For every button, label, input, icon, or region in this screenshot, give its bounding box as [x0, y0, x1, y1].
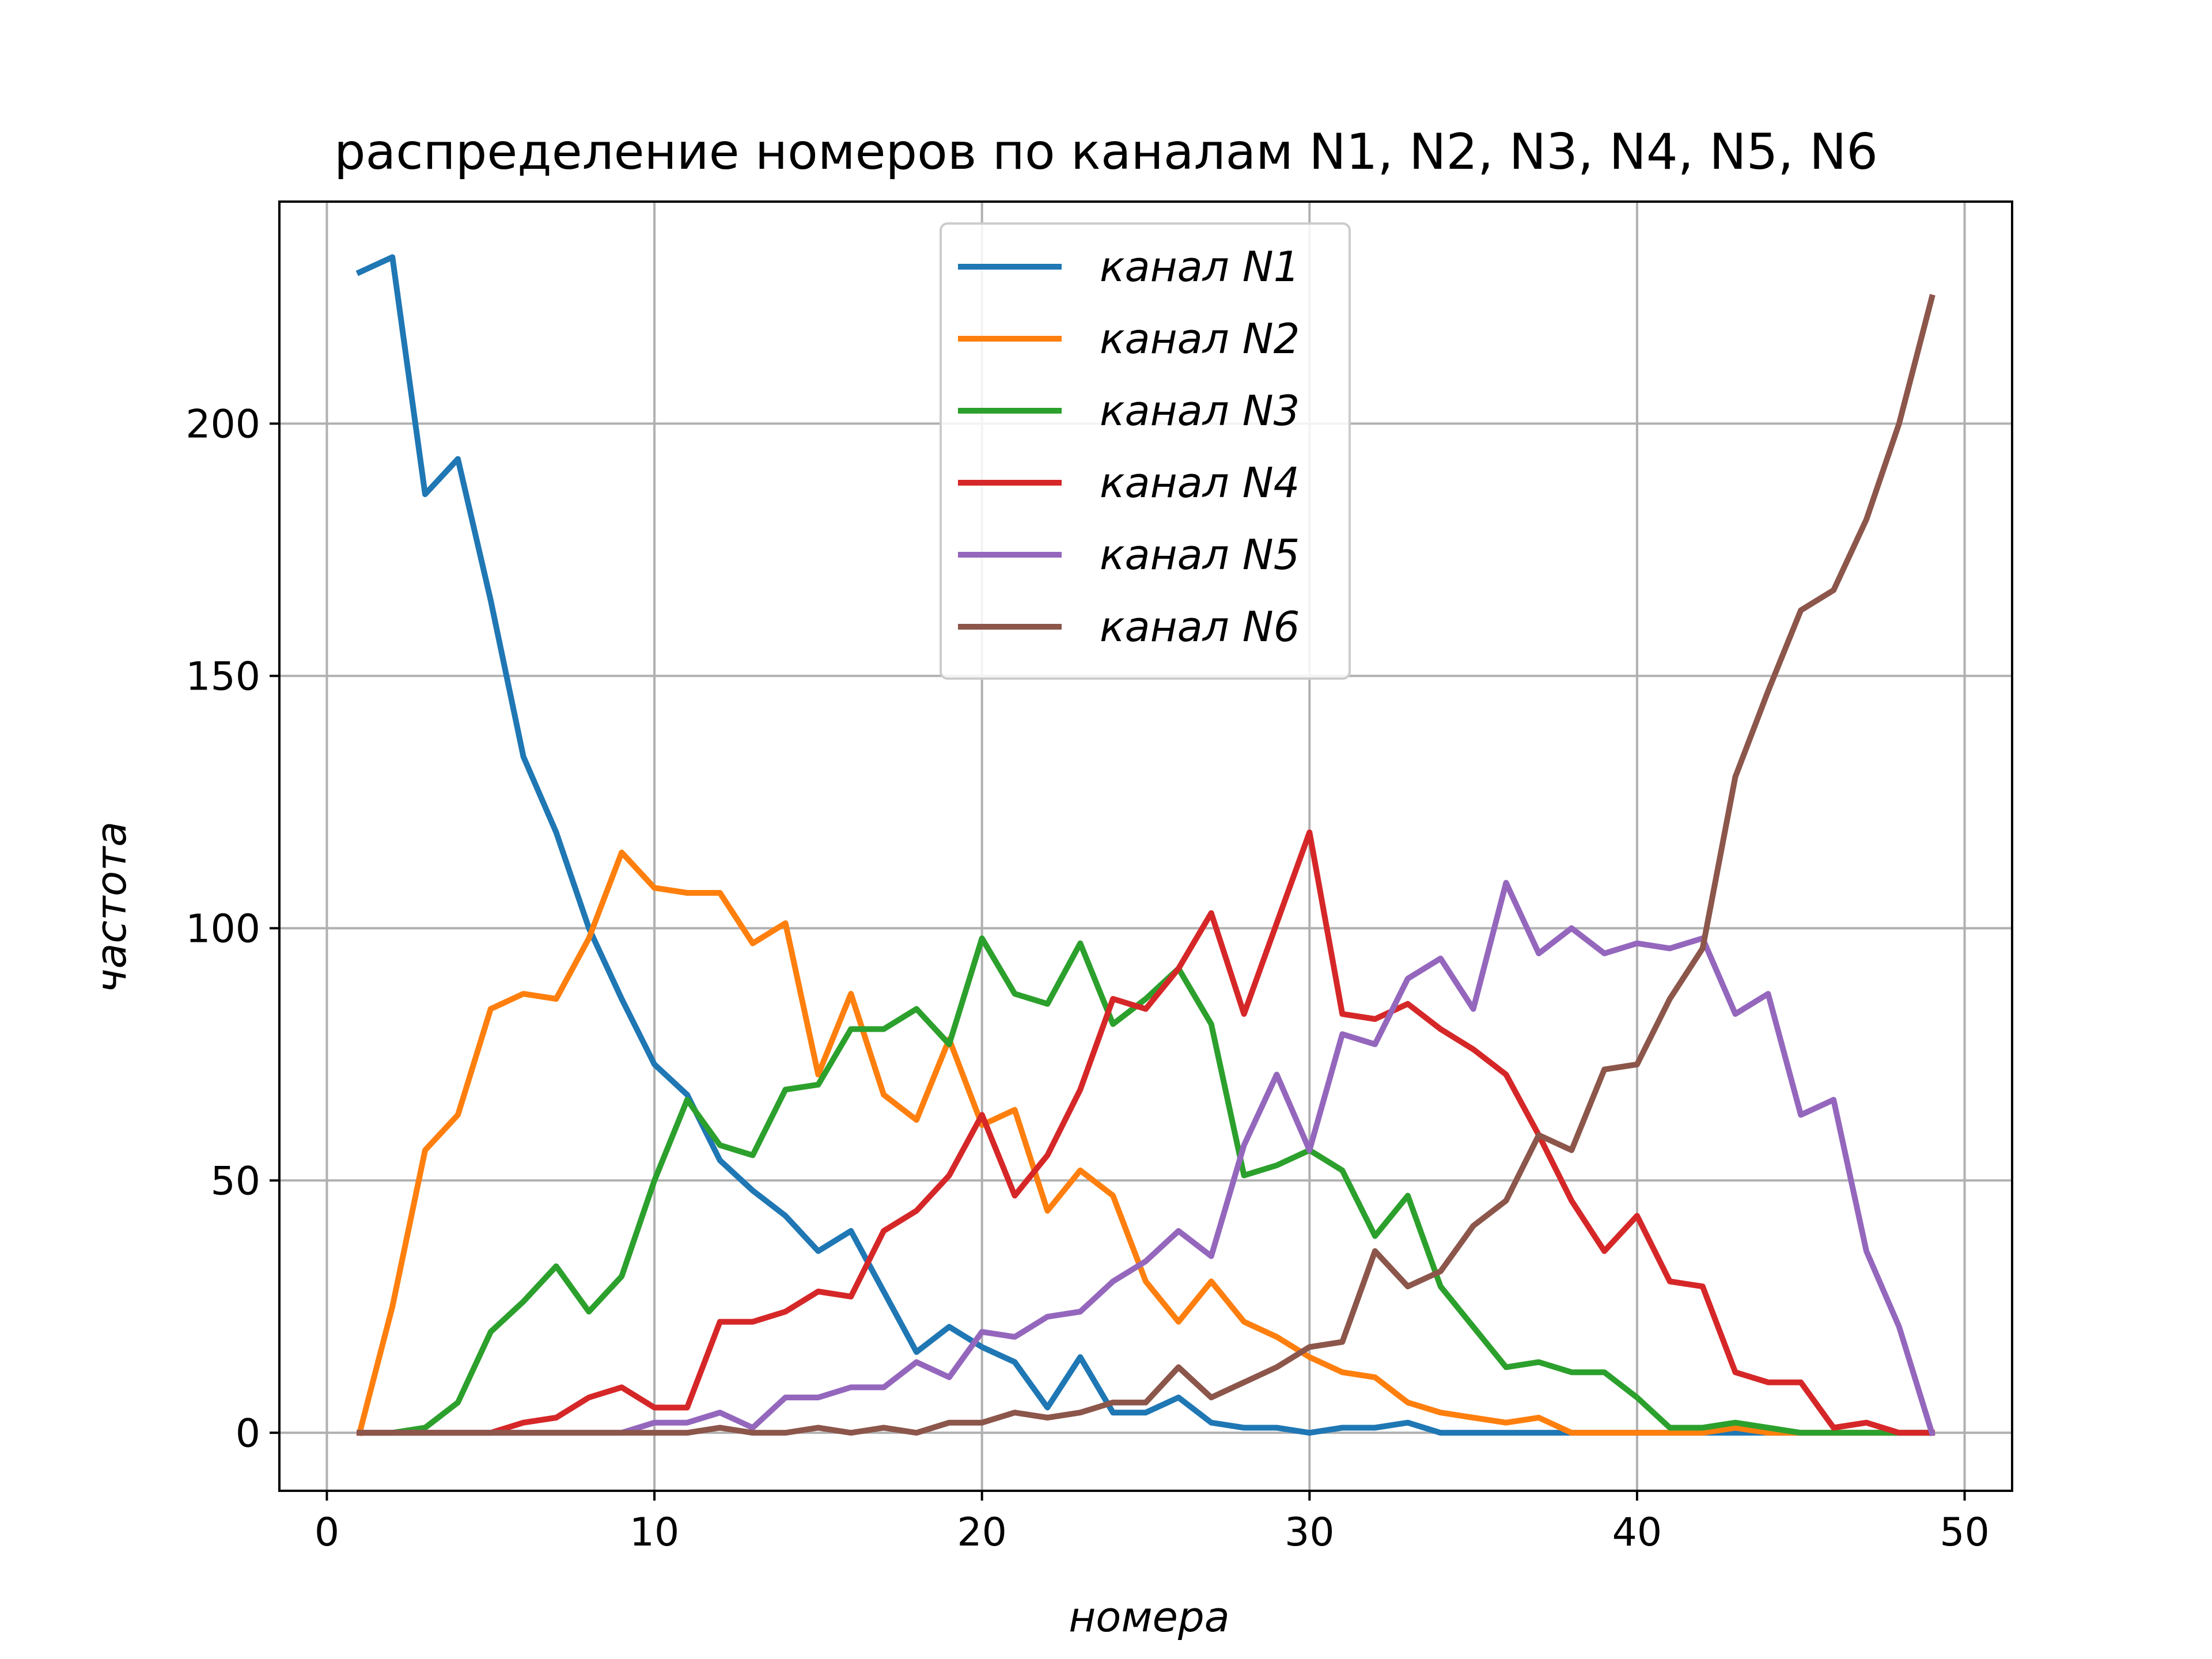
y-tick-label: 150	[185, 654, 260, 699]
series-line-n4	[357, 829, 1935, 1436]
legend-label-n4: канал N4	[1100, 459, 1300, 507]
legend: канал N1 канал N2 канал N3 канал N4 канал N5…	[940, 222, 1351, 680]
x-tick-label: 0	[315, 1510, 339, 1555]
legend-label-n3: канал N3	[1100, 387, 1300, 435]
axis-ticks: 0 10 20 30 40 50 0 50 100 150 200	[185, 402, 1990, 1555]
legend-label-n1: канал N1	[1100, 243, 1300, 291]
x-tick-label: 30	[1285, 1510, 1335, 1555]
plot-area-frame	[278, 200, 2013, 1492]
x-tick-label: 40	[1612, 1510, 1662, 1555]
y-tick-label: 100	[185, 906, 260, 952]
y-tick-label: 50	[210, 1158, 260, 1204]
legend-label-n6: канал N6	[1100, 603, 1300, 651]
y-axis-label: частота	[87, 821, 135, 993]
series-line-n2	[356, 849, 1935, 1437]
legend-label-n5: канал N5	[1100, 531, 1300, 579]
series-lines	[355, 254, 1936, 1437]
series-line-n3	[357, 935, 1935, 1436]
x-tick-label: 50	[1940, 1510, 1990, 1555]
chart-title: распределение номеров по каналам N1, N2,…	[334, 123, 1878, 181]
x-tick-label: 10	[630, 1510, 680, 1555]
x-axis-label: номера	[1069, 1593, 1230, 1641]
series-line-n6	[357, 294, 1936, 1436]
legend-label-n2: канал N2	[1100, 315, 1300, 363]
y-tick-label: 0	[236, 1411, 260, 1456]
x-tick-label: 20	[957, 1510, 1007, 1555]
y-tick-label: 200	[185, 402, 260, 447]
